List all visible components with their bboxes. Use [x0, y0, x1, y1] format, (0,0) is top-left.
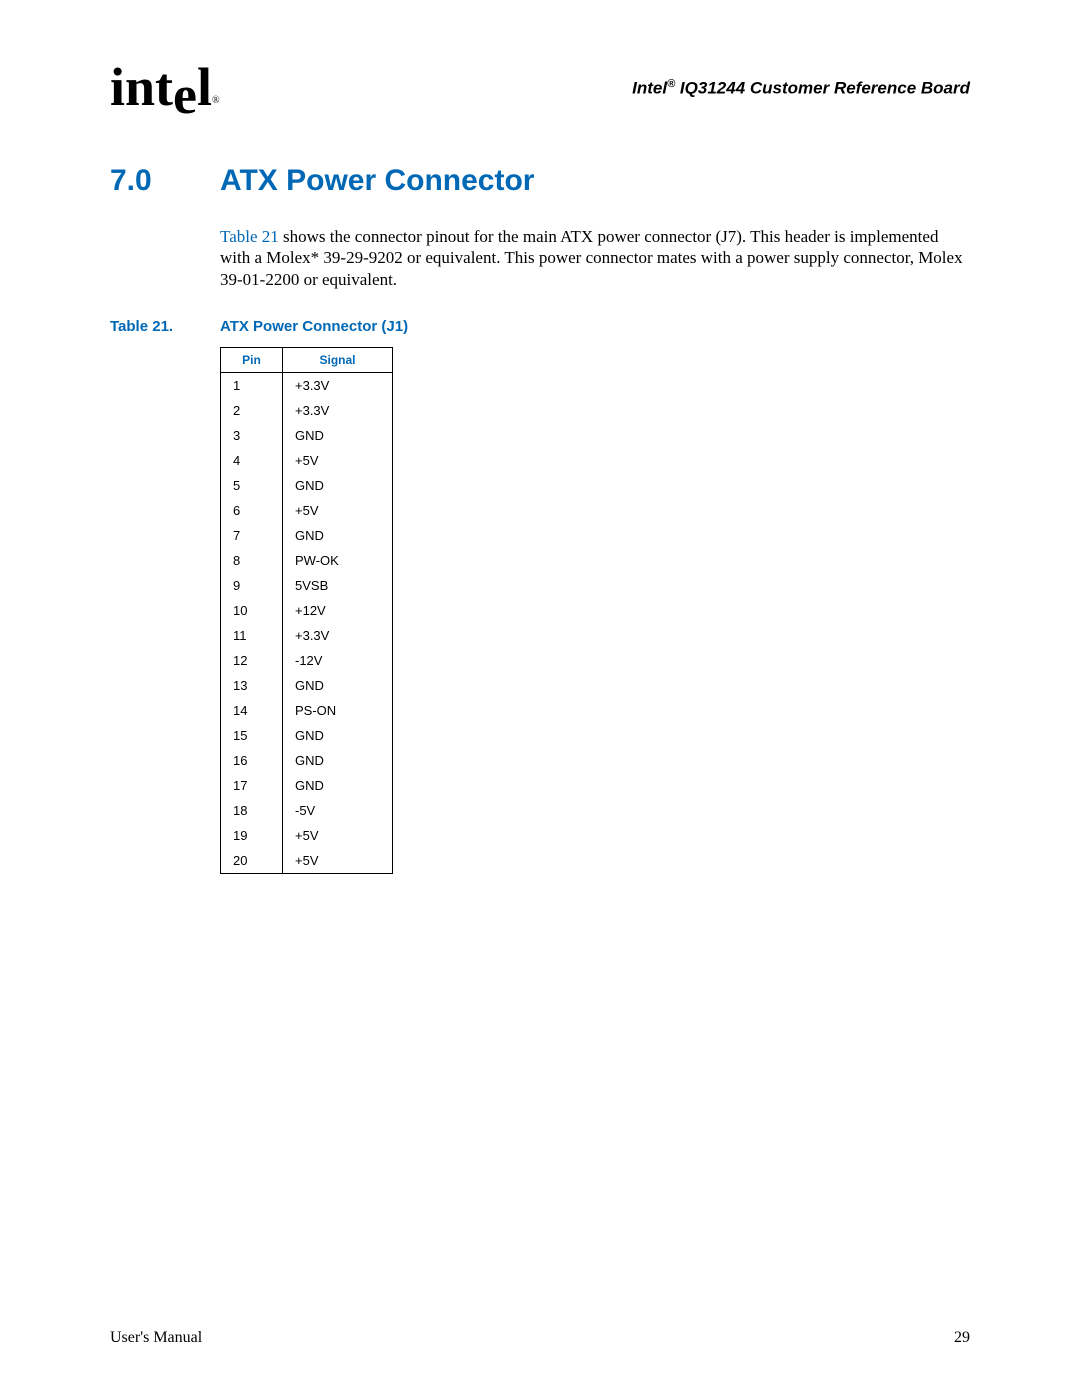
table-row: 18-5V	[221, 798, 393, 823]
cell-pin: 18	[221, 798, 283, 823]
cell-signal: +5V	[283, 823, 393, 848]
cell-signal: +5V	[283, 848, 393, 874]
page-footer: User's Manual 29	[110, 1329, 970, 1347]
page-header: intel® Intel® IQ31244 Customer Reference…	[110, 60, 970, 114]
cell-pin: 19	[221, 823, 283, 848]
cell-pin: 15	[221, 723, 283, 748]
table-reference-link: Table 21	[220, 227, 279, 246]
cell-signal: GND	[283, 523, 393, 548]
doc-title-rest: IQ31244 Customer Reference Board	[675, 79, 970, 98]
table-row: 95VSB	[221, 573, 393, 598]
table-row: 7GND	[221, 523, 393, 548]
column-header-signal: Signal	[283, 347, 393, 372]
logo-registered: ®	[212, 95, 220, 106]
table-row: 20+5V	[221, 848, 393, 874]
cell-signal: GND	[283, 673, 393, 698]
body-paragraph: Table 21 shows the connector pinout for …	[220, 226, 970, 290]
cell-pin: 8	[221, 548, 283, 573]
page-container: intel® Intel® IQ31244 Customer Reference…	[0, 0, 1080, 1397]
table-row: 3GND	[221, 423, 393, 448]
table-row: 13GND	[221, 673, 393, 698]
cell-signal: +3.3V	[283, 372, 393, 398]
pinout-table: Pin Signal 1+3.3V2+3.3V3GND4+5V5GND6+5V7…	[220, 347, 393, 874]
cell-signal: -12V	[283, 648, 393, 673]
cell-signal: +12V	[283, 598, 393, 623]
table-row: 8PW-OK	[221, 548, 393, 573]
table-row: 6+5V	[221, 498, 393, 523]
cell-pin: 2	[221, 398, 283, 423]
logo-part-e: e	[173, 68, 197, 122]
section-title: ATX Power Connector	[220, 164, 534, 198]
cell-signal: GND	[283, 723, 393, 748]
cell-pin: 13	[221, 673, 283, 698]
cell-pin: 20	[221, 848, 283, 874]
table-row: 1+3.3V	[221, 372, 393, 398]
cell-signal: +5V	[283, 498, 393, 523]
cell-pin: 7	[221, 523, 283, 548]
cell-signal: +3.3V	[283, 623, 393, 648]
cell-pin: 5	[221, 473, 283, 498]
table-row: 12-12V	[221, 648, 393, 673]
table-row: 15GND	[221, 723, 393, 748]
cell-pin: 10	[221, 598, 283, 623]
cell-signal: 5VSB	[283, 573, 393, 598]
table-row: 17GND	[221, 773, 393, 798]
table-row: 19+5V	[221, 823, 393, 848]
cell-signal: PW-OK	[283, 548, 393, 573]
cell-signal: +3.3V	[283, 398, 393, 423]
table-caption-title: ATX Power Connector (J1)	[220, 318, 408, 335]
table-caption-label: Table 21.	[110, 318, 220, 335]
table-row: 2+3.3V	[221, 398, 393, 423]
table-body: 1+3.3V2+3.3V3GND4+5V5GND6+5V7GND8PW-OK95…	[221, 372, 393, 873]
table-caption: Table 21. ATX Power Connector (J1)	[110, 318, 970, 335]
table-row: 5GND	[221, 473, 393, 498]
cell-pin: 16	[221, 748, 283, 773]
cell-pin: 9	[221, 573, 283, 598]
cell-pin: 6	[221, 498, 283, 523]
cell-signal: PS-ON	[283, 698, 393, 723]
doc-title-reg: ®	[667, 78, 675, 90]
table-header-row: Pin Signal	[221, 347, 393, 372]
logo-part-l: l	[197, 57, 212, 117]
logo-part-1: int	[110, 57, 173, 117]
column-header-pin: Pin	[221, 347, 283, 372]
footer-left: User's Manual	[110, 1329, 202, 1347]
section-number: 7.0	[110, 164, 220, 198]
cell-pin: 1	[221, 372, 283, 398]
cell-signal: GND	[283, 473, 393, 498]
cell-pin: 11	[221, 623, 283, 648]
cell-pin: 4	[221, 448, 283, 473]
table-row: 10+12V	[221, 598, 393, 623]
cell-pin: 12	[221, 648, 283, 673]
table-row: 11+3.3V	[221, 623, 393, 648]
table-row: 14PS-ON	[221, 698, 393, 723]
footer-page-number: 29	[954, 1329, 970, 1347]
document-title: Intel® IQ31244 Customer Reference Board	[632, 78, 970, 99]
table-row: 4+5V	[221, 448, 393, 473]
body-text-rest: shows the connector pinout for the main …	[220, 227, 963, 289]
cell-signal: -5V	[283, 798, 393, 823]
cell-pin: 14	[221, 698, 283, 723]
cell-pin: 3	[221, 423, 283, 448]
cell-pin: 17	[221, 773, 283, 798]
cell-signal: GND	[283, 748, 393, 773]
cell-signal: GND	[283, 423, 393, 448]
cell-signal: GND	[283, 773, 393, 798]
table-row: 16GND	[221, 748, 393, 773]
section-heading: 7.0 ATX Power Connector	[110, 164, 970, 198]
doc-title-prefix: Intel	[632, 79, 667, 98]
intel-logo: intel®	[110, 60, 220, 114]
cell-signal: +5V	[283, 448, 393, 473]
